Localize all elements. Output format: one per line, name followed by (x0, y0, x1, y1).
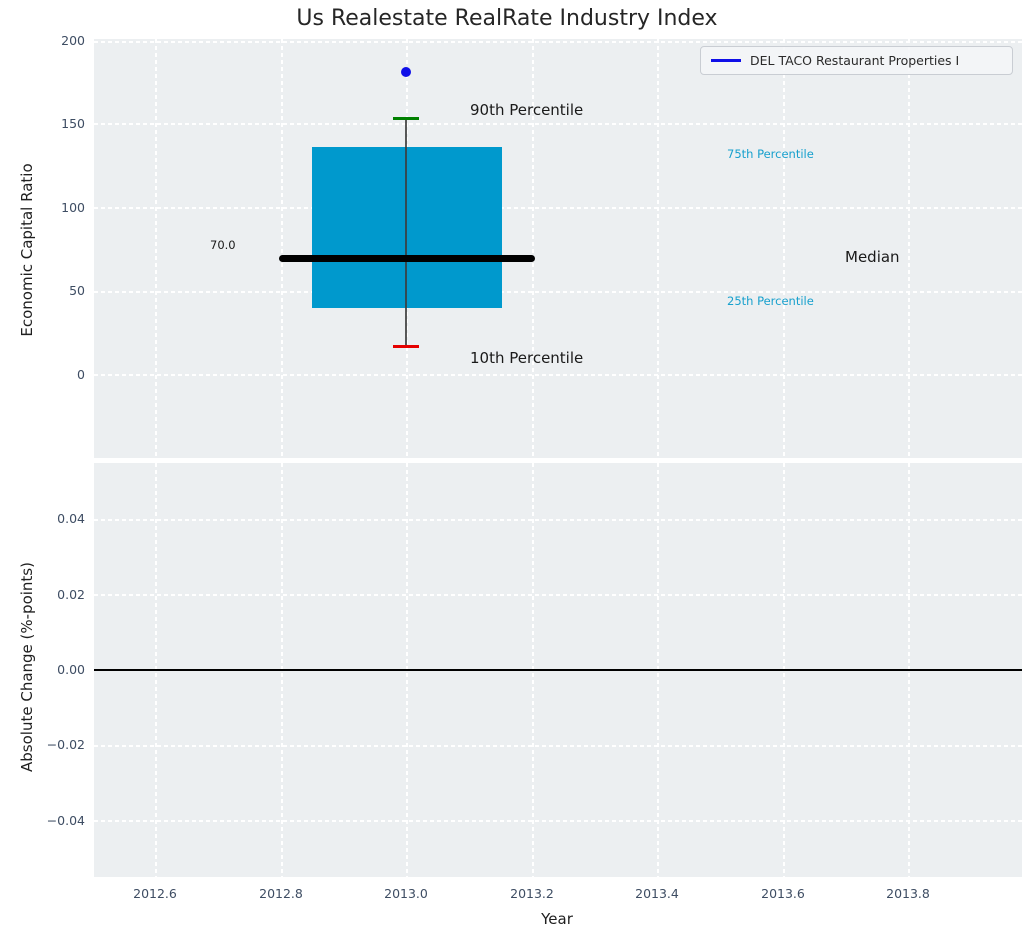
xtick-label: 2012.6 (133, 886, 177, 901)
x-axis-label: Year (541, 910, 573, 928)
zero-reference-line (94, 669, 1022, 671)
ytick-label: 0.04 (57, 511, 85, 526)
gridline-h (94, 820, 1022, 822)
company-data-point (401, 67, 411, 77)
boxplot-whisker (405, 118, 407, 348)
boxplot-iqr-box (312, 147, 502, 308)
annotation-median: Median (845, 248, 900, 266)
gridline-v (783, 39, 785, 458)
y-axis-label-top: Economic Capital Ratio (18, 163, 36, 337)
gridline-h (94, 123, 1022, 125)
xtick-label: 2013.0 (384, 886, 428, 901)
gridline-h (94, 519, 1022, 521)
top-axes: 90th Percentile 75th Percentile 70.0 Med… (94, 39, 1022, 458)
gridline-v (532, 39, 534, 458)
legend: DEL TACO Restaurant Properties I (700, 46, 1013, 75)
gridline-v (908, 39, 910, 458)
ytick-label: 0.00 (57, 662, 85, 677)
gridline-v (657, 39, 659, 458)
y-axis-label-bottom: Absolute Change (%-points) (18, 562, 36, 772)
ytick-label: 0.02 (57, 587, 85, 602)
annotation-median-value: 70.0 (210, 238, 236, 252)
gridline-v (281, 39, 283, 458)
ytick-label: −0.04 (46, 813, 85, 828)
xtick-label: 2013.4 (635, 886, 679, 901)
gridline-h (94, 41, 1022, 43)
annotation-10th-percentile: 10th Percentile (470, 349, 584, 367)
boxplot-cap-90th (393, 117, 419, 120)
xtick-label: 2013.6 (761, 886, 805, 901)
gridline-h (94, 594, 1022, 596)
ytick-label: 100 (61, 200, 85, 215)
chart-title: Us Realestate RealRate Industry Index (296, 6, 718, 31)
ytick-label: −0.02 (46, 737, 85, 752)
gridline-h (94, 207, 1022, 209)
boxplot-median-line (279, 255, 535, 262)
gridline-h (94, 291, 1022, 293)
ytick-label: 200 (61, 33, 85, 48)
xtick-label: 2012.8 (259, 886, 303, 901)
annotation-25th-percentile: 25th Percentile (727, 294, 814, 308)
bottom-axes (94, 463, 1022, 877)
boxplot-cap-10th (393, 345, 419, 348)
legend-label: DEL TACO Restaurant Properties I (750, 53, 960, 68)
xtick-label: 2013.8 (886, 886, 930, 901)
ytick-label: 50 (69, 283, 85, 298)
ytick-label: 150 (61, 116, 85, 131)
legend-line-sample (711, 59, 741, 62)
xtick-label: 2013.2 (510, 886, 554, 901)
ytick-label: 0 (77, 367, 85, 382)
annotation-90th-percentile: 90th Percentile (470, 101, 584, 119)
gridline-h (94, 745, 1022, 747)
gridline-v (155, 39, 157, 458)
annotation-75th-percentile: 75th Percentile (727, 147, 814, 161)
gridline-h (94, 374, 1022, 376)
